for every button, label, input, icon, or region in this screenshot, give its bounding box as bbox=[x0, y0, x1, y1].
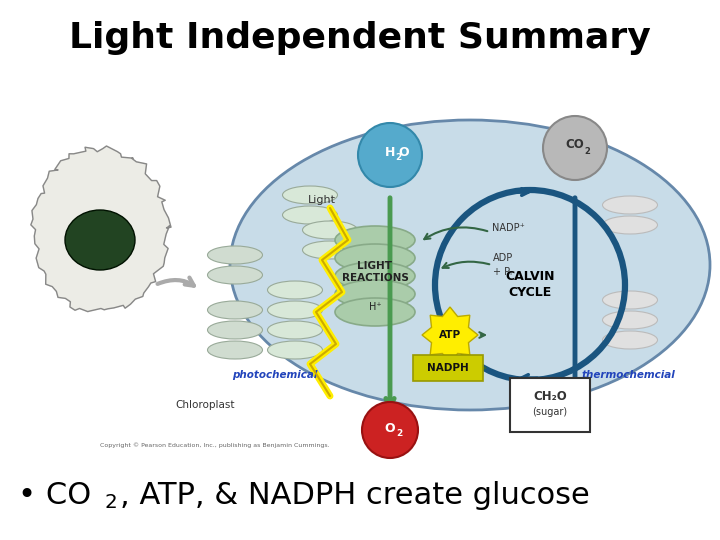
Text: H: H bbox=[384, 145, 395, 159]
Ellipse shape bbox=[207, 341, 263, 359]
Ellipse shape bbox=[268, 301, 323, 319]
Text: Copyright © Pearson Education, Inc., publishing as Benjamin Cummings.: Copyright © Pearson Education, Inc., pub… bbox=[100, 442, 330, 448]
Ellipse shape bbox=[207, 246, 263, 264]
Ellipse shape bbox=[65, 210, 135, 270]
Ellipse shape bbox=[302, 241, 358, 259]
Text: CO: CO bbox=[566, 138, 585, 152]
Text: 2: 2 bbox=[396, 429, 402, 438]
Text: + Pᵢ: + Pᵢ bbox=[493, 267, 512, 277]
Circle shape bbox=[358, 123, 422, 187]
Text: ATP: ATP bbox=[439, 330, 461, 340]
Ellipse shape bbox=[282, 186, 338, 204]
Text: CALVIN
CYCLE: CALVIN CYCLE bbox=[505, 271, 554, 300]
Ellipse shape bbox=[335, 298, 415, 326]
Ellipse shape bbox=[302, 221, 358, 239]
Ellipse shape bbox=[268, 321, 323, 339]
Text: photochemical: photochemical bbox=[233, 370, 318, 380]
Ellipse shape bbox=[335, 262, 415, 290]
Ellipse shape bbox=[207, 321, 263, 339]
Ellipse shape bbox=[603, 331, 657, 349]
Ellipse shape bbox=[335, 244, 415, 272]
Ellipse shape bbox=[335, 226, 415, 254]
Text: 2: 2 bbox=[584, 147, 590, 157]
Text: O: O bbox=[384, 422, 395, 435]
Ellipse shape bbox=[268, 341, 323, 359]
Text: LIGHT
REACTIONS: LIGHT REACTIONS bbox=[341, 261, 408, 283]
Text: Chloroplast: Chloroplast bbox=[175, 400, 235, 410]
Text: Light Independent Summary: Light Independent Summary bbox=[69, 21, 651, 55]
Ellipse shape bbox=[603, 311, 657, 329]
Ellipse shape bbox=[603, 216, 657, 234]
Text: NADPH: NADPH bbox=[427, 363, 469, 373]
Polygon shape bbox=[30, 146, 169, 313]
Text: NADP⁺: NADP⁺ bbox=[492, 223, 525, 233]
Text: 2: 2 bbox=[105, 494, 118, 512]
Text: O: O bbox=[399, 145, 409, 159]
Text: H⁺: H⁺ bbox=[369, 302, 382, 312]
Ellipse shape bbox=[230, 120, 710, 410]
Ellipse shape bbox=[207, 266, 263, 284]
Text: • CO: • CO bbox=[18, 482, 91, 510]
Ellipse shape bbox=[282, 206, 338, 224]
Ellipse shape bbox=[603, 196, 657, 214]
Text: thermochemcial: thermochemcial bbox=[581, 370, 675, 380]
Text: (sugar): (sugar) bbox=[532, 407, 567, 417]
FancyBboxPatch shape bbox=[413, 355, 483, 381]
Text: CH₂O: CH₂O bbox=[533, 389, 567, 402]
Ellipse shape bbox=[268, 281, 323, 299]
Text: , ATP, & NADPH create glucose: , ATP, & NADPH create glucose bbox=[120, 482, 590, 510]
Text: Light: Light bbox=[308, 195, 336, 205]
FancyBboxPatch shape bbox=[510, 378, 590, 432]
Circle shape bbox=[362, 402, 418, 458]
Circle shape bbox=[543, 116, 607, 180]
Text: ADP: ADP bbox=[493, 253, 513, 263]
Polygon shape bbox=[422, 307, 478, 363]
Ellipse shape bbox=[603, 291, 657, 309]
Text: 2: 2 bbox=[395, 153, 401, 163]
Ellipse shape bbox=[335, 280, 415, 308]
Ellipse shape bbox=[207, 301, 263, 319]
